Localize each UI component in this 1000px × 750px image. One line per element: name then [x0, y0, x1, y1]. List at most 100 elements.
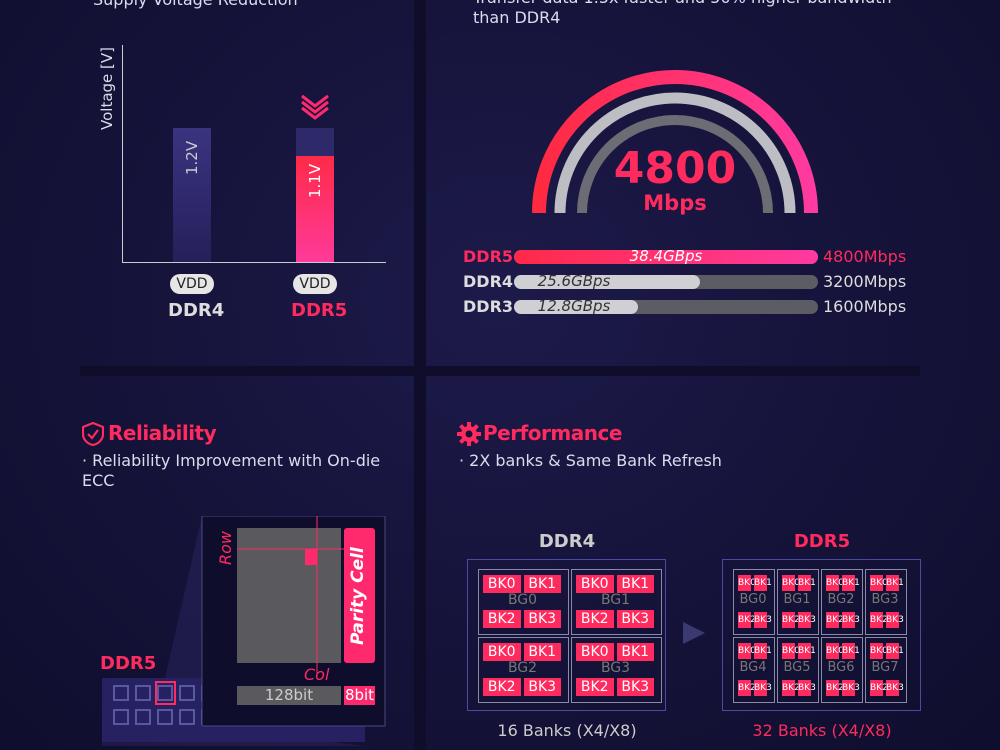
row-bandwidth: 25.6GBps: [537, 272, 611, 290]
parity-bits: 8bit: [344, 686, 375, 704]
shield-icon: [82, 422, 104, 446]
bank: BK2: [826, 680, 844, 696]
bank: BK3: [842, 612, 860, 628]
bank: BK3: [616, 678, 654, 696]
col-label: Col: [304, 665, 330, 684]
bank: BK0: [738, 575, 756, 591]
group-label: BG7: [871, 660, 899, 675]
bank: BK2: [576, 678, 614, 696]
gauge-value: 4800: [613, 143, 737, 194]
group-label: BG0: [507, 592, 538, 608]
bank: BK2: [738, 612, 756, 628]
bullet: · Reliability Improvement with On-die EC…: [82, 451, 381, 490]
bank: BK1: [754, 575, 772, 591]
row-bar: [514, 250, 818, 264]
data-bits: 128bit: [264, 686, 314, 704]
row-name: DDR3: [463, 297, 514, 316]
bar: [296, 156, 334, 262]
bank: BK0: [870, 575, 888, 591]
bank-group: [865, 637, 907, 703]
bank-group: [821, 637, 863, 703]
bank-title: DDR4: [538, 531, 596, 552]
bar-ghost: [296, 128, 334, 156]
bank: BK1: [523, 575, 561, 593]
bank: BK2: [576, 610, 614, 628]
gear-icon: [457, 422, 481, 446]
bullet: · 2X banks & Same Bank Refresh: [459, 451, 722, 470]
bank: BK3: [523, 610, 561, 628]
group-label: BG2: [507, 660, 538, 676]
bank: BK2: [483, 678, 521, 696]
bank: BK0: [782, 643, 800, 659]
bank-box: [467, 559, 666, 711]
bank: BK1: [842, 575, 860, 591]
bar-label: 1.2V: [183, 140, 201, 175]
bank-group: [478, 569, 569, 635]
bank: BK2: [738, 680, 756, 696]
group-label: BG5: [783, 660, 811, 675]
down-arrow: [301, 94, 329, 120]
bank: BK0: [826, 575, 844, 591]
bank-group: [821, 569, 863, 635]
bank: BK0: [826, 643, 844, 659]
bank-caption: 16 Banks (X4/X8): [497, 721, 637, 740]
group-label: BG2: [827, 592, 855, 607]
bank: BK3: [523, 678, 561, 696]
bank: BK1: [886, 575, 904, 591]
axis: [122, 262, 386, 263]
bar-name: DDR5: [291, 300, 348, 321]
bank: BK3: [798, 612, 816, 628]
axis: [122, 45, 123, 263]
axis-label: Voltage [V]: [98, 47, 116, 130]
bank-group: [571, 637, 662, 703]
bank-title: DDR5: [793, 531, 851, 552]
bank: BK0: [782, 575, 800, 591]
gauge: [532, 70, 818, 214]
bank: BK2: [483, 610, 521, 628]
bank: BK1: [754, 643, 772, 659]
bank: BK1: [616, 643, 654, 661]
bank: BK2: [826, 612, 844, 628]
bank: BK3: [886, 612, 904, 628]
row-name: DDR4: [463, 272, 514, 291]
bank: BK0: [870, 643, 888, 659]
bank: BK2: [870, 680, 888, 696]
bank: BK1: [798, 575, 816, 591]
bank: BK3: [754, 612, 772, 628]
divider: [80, 366, 920, 376]
bank: BK1: [886, 643, 904, 659]
bank-group: [777, 637, 819, 703]
row-rate: 1600Mbps: [823, 297, 907, 316]
bank-group: [733, 637, 775, 703]
section-title: Reliability: [108, 421, 217, 445]
bank-group: [571, 569, 662, 635]
row-bar: [514, 275, 700, 289]
bank: BK1: [523, 643, 561, 661]
bank-box: [722, 559, 921, 711]
parity-label: Parity Cell: [348, 547, 368, 645]
subtitle: Transfer data 1.5x faster and 50% higher…: [473, 0, 892, 27]
bank: BK2: [870, 612, 888, 628]
bank: BK3: [886, 680, 904, 696]
bank: BK0: [483, 643, 521, 661]
arrow: [683, 622, 705, 644]
bank: BK1: [842, 643, 860, 659]
row-label: Row: [216, 531, 235, 565]
row-bandwidth: 12.8GBps: [537, 297, 611, 315]
bar-label: 1.1V: [306, 163, 324, 198]
bank: BK3: [798, 680, 816, 696]
group-label: BG4: [739, 660, 767, 675]
bank-caption: 32 Banks (X4/X8): [752, 721, 892, 740]
bank-group: [478, 637, 569, 703]
bar-name: DDR4: [168, 300, 225, 321]
row-rate: 4800Mbps: [823, 247, 907, 266]
bank: BK0: [483, 575, 521, 593]
bank: BK0: [576, 575, 614, 593]
bank: BK2: [782, 612, 800, 628]
row-bar: [514, 300, 638, 314]
subtitle: Supply Voltage Reduction: [93, 0, 298, 9]
row-name: DDR5: [463, 247, 514, 266]
bank: BK2: [782, 680, 800, 696]
gauge-unit: Mbps: [643, 191, 707, 215]
